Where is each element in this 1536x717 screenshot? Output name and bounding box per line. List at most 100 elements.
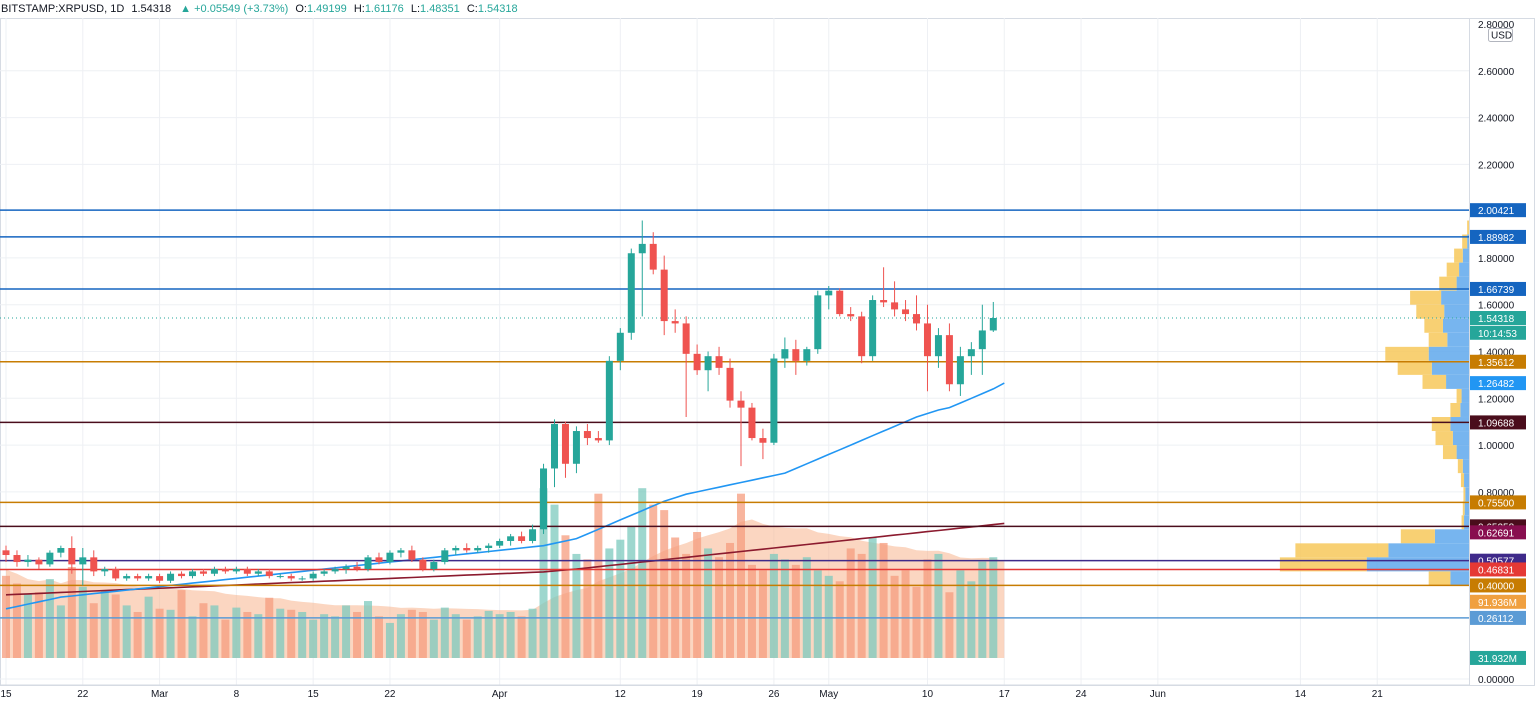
volume-bar bbox=[561, 535, 570, 658]
volume-profile-buy bbox=[1462, 234, 1468, 249]
up-arrow-icon: ▲ bbox=[180, 3, 192, 15]
date-axis-labels: 15 22 Mar 8 15 22 Apr 12 19 26 May 10 17 24 Jun 14 21 bbox=[0, 689, 1383, 700]
candle-body bbox=[364, 557, 372, 570]
volume-profile-buy bbox=[1431, 417, 1451, 432]
volume-profile-buy bbox=[1435, 431, 1453, 446]
volume-bar bbox=[846, 548, 855, 658]
candle-body bbox=[112, 569, 120, 579]
volume-bar bbox=[813, 570, 822, 658]
volume-bar bbox=[89, 603, 98, 658]
volume-profile-sell bbox=[1464, 501, 1469, 516]
volume-bar bbox=[122, 605, 131, 658]
date-tick-label: 22 bbox=[77, 689, 89, 700]
level-badge: 1.09688 bbox=[1478, 418, 1515, 429]
volume-bar bbox=[791, 564, 800, 658]
volume-bar bbox=[736, 493, 745, 658]
symbol-title[interactable]: BITSTAMP:XRPUSD, 1D bbox=[1, 3, 125, 15]
volume-bar bbox=[627, 526, 636, 658]
volume-profile-buy bbox=[1462, 501, 1465, 516]
candle-body bbox=[452, 548, 460, 551]
volume-profile-sell bbox=[1450, 571, 1469, 586]
candle-body bbox=[342, 566, 350, 570]
candle-body bbox=[792, 349, 800, 361]
date-tick-label: 24 bbox=[1075, 689, 1087, 700]
volume-profile-sell bbox=[1459, 262, 1469, 277]
level-badge: 0.46831 bbox=[1478, 565, 1515, 576]
volume-bar bbox=[704, 548, 713, 658]
candle-body bbox=[902, 309, 910, 315]
volume-profile-buy bbox=[1467, 220, 1469, 235]
candle-body bbox=[649, 243, 657, 270]
volume-bar bbox=[254, 614, 263, 658]
volume-bar bbox=[605, 548, 614, 658]
volume-profile-sell bbox=[1467, 234, 1469, 249]
side-badge-bg bbox=[1470, 376, 1526, 391]
date-tick-label: 14 bbox=[1295, 689, 1307, 700]
candle-body bbox=[101, 569, 109, 572]
volume-bar bbox=[429, 619, 438, 658]
volume-bar bbox=[583, 559, 592, 658]
volume-bar bbox=[550, 504, 559, 658]
candle-body bbox=[507, 536, 515, 541]
volume-bar bbox=[868, 537, 877, 658]
volume-profile-sell bbox=[1431, 360, 1469, 375]
volume-profile-sell bbox=[1446, 374, 1469, 389]
candle-body bbox=[825, 290, 833, 296]
volume-bar bbox=[396, 614, 405, 658]
volume-profile-buy bbox=[1446, 262, 1460, 277]
candle-body bbox=[287, 576, 295, 579]
symbol-header: BITSTAMP:XRPUSD, 1D 1.54318 ▲ +0.05549 (… bbox=[0, 0, 518, 18]
volume-bar bbox=[407, 609, 416, 658]
candle-body bbox=[496, 540, 504, 546]
volume-bar bbox=[177, 590, 186, 658]
volume-bar bbox=[660, 510, 669, 658]
date-tick-label: Jun bbox=[1150, 689, 1166, 700]
candle-body bbox=[419, 559, 427, 570]
volume-profile-sell bbox=[1462, 248, 1469, 263]
volume-profile-buy bbox=[1428, 571, 1451, 586]
volume-bar bbox=[528, 608, 537, 658]
candle-body bbox=[123, 576, 131, 579]
candle-body bbox=[57, 548, 65, 553]
level-badge-bg bbox=[1470, 578, 1526, 593]
high-label: H: bbox=[353, 3, 365, 15]
open-label: O: bbox=[295, 3, 307, 15]
candle-body bbox=[737, 400, 745, 408]
volume-bar bbox=[418, 611, 427, 658]
volume-bar bbox=[287, 609, 296, 658]
candle-body bbox=[375, 557, 383, 563]
level-badge-bg bbox=[1470, 229, 1526, 244]
side-badge-bg bbox=[1470, 325, 1526, 340]
candle-body bbox=[232, 569, 240, 572]
volume-profile-buy bbox=[1428, 332, 1448, 347]
candle-body bbox=[880, 300, 888, 303]
volume-bar bbox=[649, 504, 658, 658]
volume-profile-sell bbox=[1447, 332, 1469, 347]
candle-body bbox=[605, 360, 613, 441]
candle-body bbox=[616, 332, 624, 361]
candle-body bbox=[199, 571, 207, 574]
volume-bar bbox=[824, 575, 833, 658]
close-label: C: bbox=[466, 3, 478, 15]
volume-bar bbox=[2, 575, 10, 658]
volume-bar bbox=[890, 575, 899, 658]
volume-profile-buy bbox=[1400, 529, 1435, 544]
volume-profile-buy bbox=[1450, 402, 1461, 417]
volume-profile-sell bbox=[1442, 318, 1469, 333]
volume-bar bbox=[276, 608, 285, 658]
volume-profile-sell bbox=[1452, 431, 1469, 446]
volume-bar bbox=[221, 619, 230, 658]
horizontal-levels bbox=[0, 209, 1469, 619]
high-value: 1.61176 bbox=[364, 3, 404, 15]
volume-bar bbox=[309, 619, 318, 658]
candle-body bbox=[814, 295, 822, 350]
volume-profile-buy bbox=[1442, 445, 1457, 460]
date-tick-label: Apr bbox=[492, 689, 508, 700]
volume-bar bbox=[956, 570, 965, 658]
candle-body bbox=[178, 573, 186, 577]
level-badge-bg bbox=[1470, 562, 1526, 577]
volume-bar bbox=[265, 597, 274, 658]
candle-body bbox=[35, 559, 43, 565]
volume-bar bbox=[747, 564, 756, 658]
